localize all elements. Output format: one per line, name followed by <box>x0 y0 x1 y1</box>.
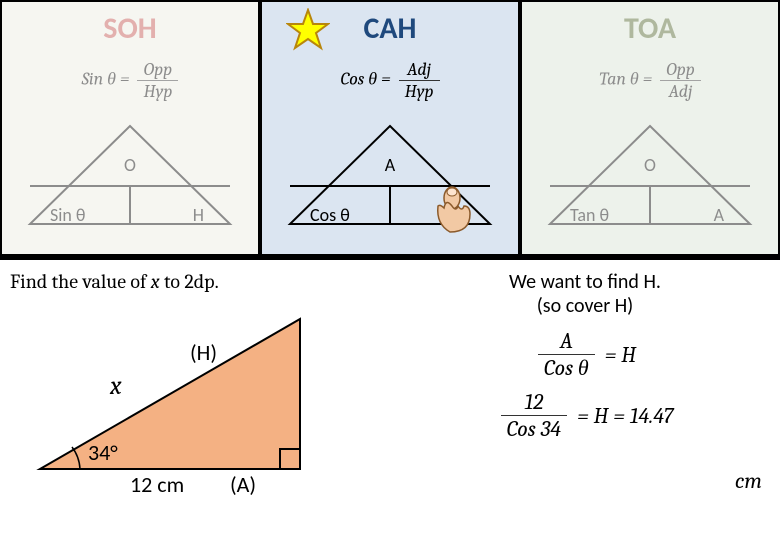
unit-label: cm <box>735 468 762 494</box>
soh-triangle: O Sin θ H <box>10 116 250 236</box>
cah-top-label: A <box>385 154 395 176</box>
cah-den: Hyp <box>399 81 440 102</box>
eq2-num: 12 <box>501 389 567 416</box>
cah-title: CAH <box>270 10 510 47</box>
panel-cah: CAH Cos θ = AdjHyp A Cos θ <box>260 0 520 256</box>
hyp-label: (H) <box>190 339 217 366</box>
toa-formula: Tan θ = OppAdj <box>530 59 770 102</box>
want-line2: (so cover H) <box>537 294 634 318</box>
cah-num: Adj <box>399 59 440 81</box>
toa-triangle: O Tan θ A <box>530 116 770 236</box>
soh-br-label: H <box>193 204 204 226</box>
soh-bl-label: Sin θ <box>50 204 86 226</box>
cah-func: Cos θ <box>340 69 377 90</box>
star-icon <box>286 8 330 61</box>
soh-title: SOH <box>10 10 250 47</box>
panel-toa: TOA Tan θ = OppAdj O Tan θ A <box>520 0 780 256</box>
problem-left: Find the value of x to 2dp. (H) x 34° 12… <box>0 260 390 536</box>
cah-triangle: A Cos θ <box>270 116 510 236</box>
want-line1: We want to find H. <box>509 270 661 294</box>
finger-icon <box>430 186 480 236</box>
equation-1: ACos θ = H <box>410 328 760 381</box>
toa-br-label: A <box>714 204 724 226</box>
cah-formula: Cos θ = AdjHyp <box>270 59 510 102</box>
cah-bl-label: Cos θ <box>310 204 350 226</box>
toa-func: Tan θ <box>599 69 639 90</box>
eq2-rhs: = H = 14.47 <box>577 403 673 429</box>
eq1-rhs: = H <box>605 342 636 368</box>
solution-right: We want to find H. (so cover H) ACos θ =… <box>390 260 780 536</box>
toa-num: Opp <box>660 59 701 81</box>
cah-br-finger <box>430 186 480 236</box>
toa-bl-label: Tan θ <box>570 204 609 226</box>
eq1-den: Cos θ <box>538 355 595 381</box>
problem-area: Find the value of x to 2dp. (H) x 34° 12… <box>0 260 780 536</box>
sohcahtoa-panels: SOH Sin θ = OppHyp O Sin θ H CAH Cos θ =… <box>0 0 780 260</box>
question-text: Find the value of x to 2dp. <box>10 270 380 293</box>
toa-title: TOA <box>530 10 770 47</box>
x-label: x <box>110 371 122 401</box>
adj-label: (A) <box>230 471 256 498</box>
toa-den: Adj <box>660 81 701 102</box>
problem-triangle: (H) x 34° 12 cm (A) <box>10 299 370 499</box>
soh-num: Opp <box>137 59 178 81</box>
panel-soh: SOH Sin θ = OppHyp O Sin θ H <box>0 0 260 256</box>
base-label: 12 cm <box>130 471 184 498</box>
angle-label: 34° <box>88 439 118 466</box>
soh-top-label: O <box>124 154 136 176</box>
equation-2: 12Cos 34 = H = 14.47 <box>410 389 760 442</box>
soh-formula: Sin θ = OppHyp <box>10 59 250 102</box>
toa-top-label: O <box>644 154 656 176</box>
soh-den: Hyp <box>137 81 178 102</box>
cah-title-text: CAH <box>364 10 417 47</box>
eq2-den: Cos 34 <box>501 416 567 442</box>
eq1-num: A <box>538 328 595 355</box>
soh-func: Sin θ <box>82 69 116 90</box>
want-text: We want to find H. (so cover H) <box>410 270 760 318</box>
